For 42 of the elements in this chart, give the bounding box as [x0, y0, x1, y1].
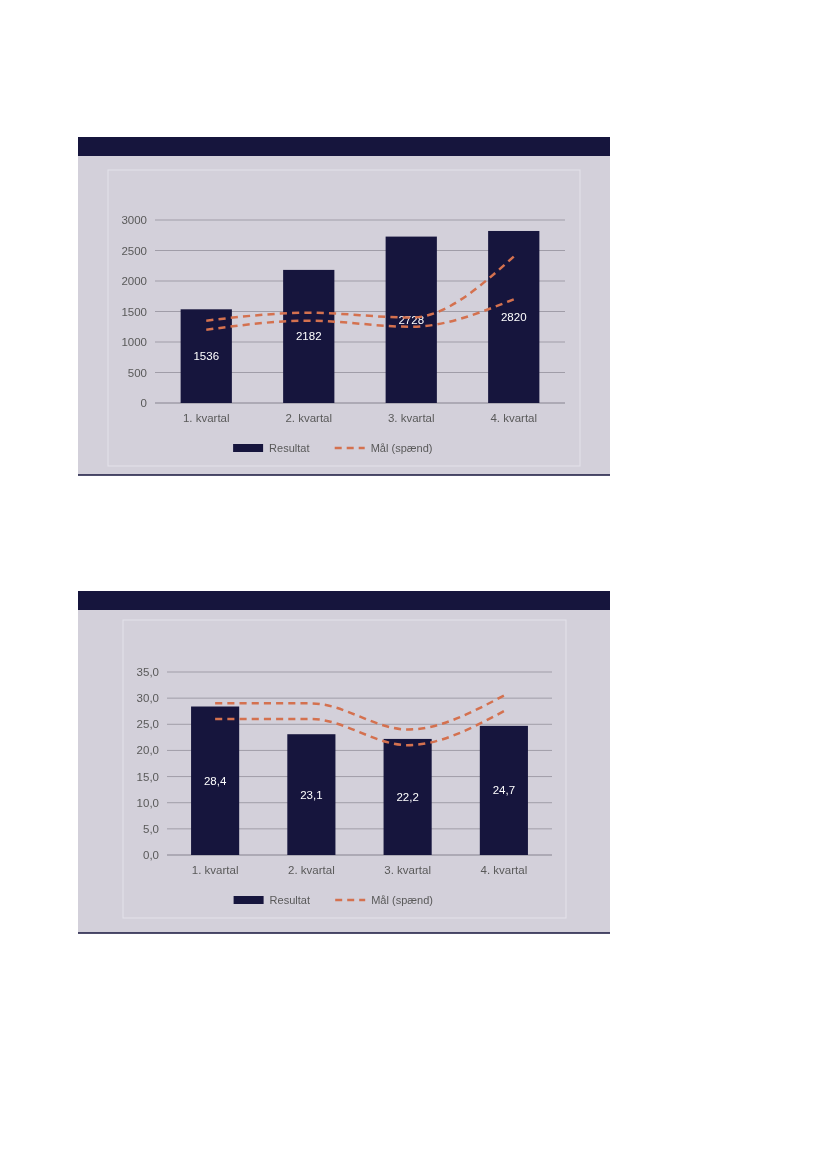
- data-label: 22,2: [396, 790, 419, 803]
- bar: [488, 230, 540, 403]
- legend-label: Mål (spænd): [370, 442, 433, 454]
- y-tick-label: 500: [127, 366, 147, 379]
- x-tick-label: 3. kvartal: [387, 412, 435, 424]
- legend-label: Resultat: [269, 894, 310, 906]
- x-tick-label: 1. kvartal: [191, 864, 239, 876]
- bar: [383, 738, 432, 855]
- data-label: 23,1: [300, 788, 323, 801]
- bar: [191, 706, 240, 855]
- y-tick-label: 0: [140, 397, 147, 409]
- x-tick-label: 1. kvartal: [182, 412, 230, 424]
- y-tick-label: 2000: [121, 275, 147, 287]
- y-tick-label: 2500: [121, 244, 147, 257]
- data-label: 28,4: [203, 774, 227, 787]
- bar: [385, 236, 437, 403]
- data-label: 2182: [295, 330, 322, 343]
- y-tick-label: 35,0: [136, 666, 159, 678]
- y-tick-label: 10,0: [136, 796, 159, 809]
- y-tick-label: 1000: [121, 336, 147, 348]
- y-tick-label: 0,0: [143, 849, 159, 861]
- legend-label: Mål (spænd): [371, 894, 433, 906]
- y-tick-label: 3000: [121, 214, 147, 226]
- y-tick-label: 1500: [121, 305, 147, 318]
- data-label: 24,7: [492, 784, 516, 797]
- legend-label: Resultat: [269, 442, 310, 454]
- bar: [479, 725, 528, 855]
- y-tick-label: 5,0: [143, 822, 159, 835]
- y-tick-label: 25,0: [136, 718, 159, 731]
- data-label: 2820: [500, 310, 527, 323]
- x-tick-label: 4. kvartal: [480, 864, 528, 876]
- y-tick-label: 20,0: [136, 744, 159, 757]
- x-tick-label: 2. kvartal: [285, 412, 333, 424]
- x-tick-label: 3. kvartal: [384, 864, 431, 876]
- data-label: 1536: [193, 350, 220, 363]
- y-tick-label: 30,0: [136, 692, 159, 705]
- y-tick-label: 15,0: [136, 770, 159, 783]
- bar: [283, 269, 335, 403]
- x-tick-label: 4. kvartal: [490, 412, 538, 424]
- bar: [180, 309, 232, 403]
- x-tick-label: 2. kvartal: [288, 864, 335, 876]
- bar: [287, 734, 336, 855]
